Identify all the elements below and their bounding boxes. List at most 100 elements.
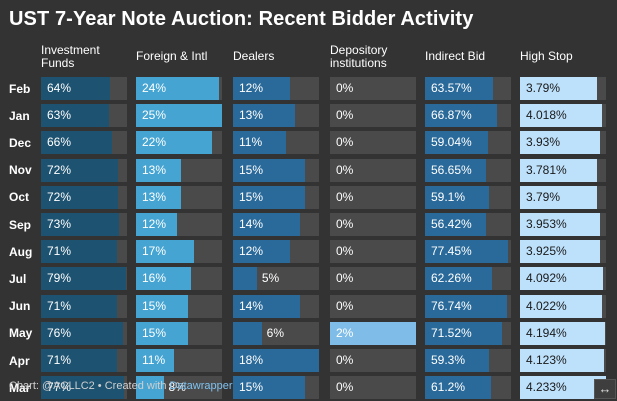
cell-foreign-nov: 13% xyxy=(136,158,222,182)
cell-dealers-mar: 15% xyxy=(233,376,319,400)
value-investment-feb: 64% xyxy=(47,81,72,95)
cell-dealers-jun: 14% xyxy=(233,294,319,318)
bar-indirect-may xyxy=(425,321,502,345)
bar-foreign-nov xyxy=(136,158,181,182)
value-dealers-jan: 13% xyxy=(239,108,264,123)
bar-foreign-aug xyxy=(136,240,195,264)
row-label-nov: Nov xyxy=(9,163,32,178)
bar-highstop-jul xyxy=(520,267,604,291)
cell-investment-mar: 77% xyxy=(41,376,127,400)
bar-dealers-oct xyxy=(233,185,305,209)
bar-investment-mar xyxy=(41,376,124,400)
value-investment-dec: 66% xyxy=(47,135,72,150)
value-foreign-apr: 11% xyxy=(142,353,166,367)
bar-indirect-nov xyxy=(425,158,486,182)
cell-foreign-feb: 24% xyxy=(136,77,222,100)
value-depository-oct: 0% xyxy=(336,189,354,204)
bar-indirect-jan xyxy=(425,104,497,128)
cell-highstop-dec: 3.93% xyxy=(520,131,606,155)
value-highstop-may: 4.194% xyxy=(526,325,567,340)
cell-foreign-dec: 22% xyxy=(136,131,222,155)
bar-foreign-jun xyxy=(136,294,188,318)
value-foreign-sep: 12% xyxy=(142,217,167,231)
cell-foreign-apr: 11% xyxy=(136,349,222,372)
cell-depository-apr: 0% xyxy=(330,349,416,372)
bar-indirect-feb xyxy=(425,77,494,100)
value-dealers-feb: 12% xyxy=(239,81,264,95)
bar-dealers-feb xyxy=(233,77,291,100)
cell-highstop-nov: 3.781% xyxy=(520,158,606,182)
value-foreign-oct: 13% xyxy=(142,189,167,204)
bar-indirect-sep xyxy=(425,213,486,236)
value-depository-jan: 0% xyxy=(336,108,354,123)
value-highstop-aug: 3.925% xyxy=(526,244,567,259)
value-indirect-dec: 59.04% xyxy=(431,135,472,150)
value-depository-jul: 0% xyxy=(336,271,354,286)
expand-icon[interactable]: ↔ xyxy=(594,379,616,399)
value-dealers-jul: 5% xyxy=(261,271,280,286)
value-dealers-oct: 15% xyxy=(239,189,264,204)
value-depository-sep: 0% xyxy=(336,217,354,231)
value-investment-jul: 79% xyxy=(47,271,72,286)
cell-highstop-may: 4.194% xyxy=(520,321,606,345)
bar-investment-sep xyxy=(41,213,120,236)
datawrapper-link[interactable]: Datawrapper xyxy=(169,380,233,392)
cell-highstop-jul: 4.092% xyxy=(520,267,606,291)
row-label-jan: Jan xyxy=(9,108,30,123)
row-label-mar: Mar xyxy=(9,380,31,395)
value-indirect-nov: 56.65% xyxy=(431,162,472,177)
row-label-jun: Jun xyxy=(9,299,31,314)
cell-highstop-apr: 4.123% xyxy=(520,349,606,372)
cell-foreign-jan: 25% xyxy=(136,104,222,128)
column-header-indirect: Indirect Bid xyxy=(425,49,486,63)
value-highstop-mar: 4.233% xyxy=(526,380,567,395)
bar-dealers-mar xyxy=(233,376,305,400)
cell-dealers-aug: 12% xyxy=(233,240,319,264)
cell-dealers-apr: 18% xyxy=(233,349,319,372)
row-label-feb: Feb xyxy=(9,81,31,96)
credit-text: Chart: @ACLLC2 • Created with xyxy=(9,380,167,392)
value-indirect-apr: 59.3% xyxy=(431,353,466,367)
cell-foreign-sep: 12% xyxy=(136,213,222,236)
column-header-dealers: Dealers xyxy=(233,49,275,63)
bar-foreign-may xyxy=(136,321,188,345)
row-label-oct: Oct xyxy=(9,190,30,205)
bar-dealers-sep xyxy=(233,213,300,236)
bar-dealers-dec xyxy=(233,131,286,155)
cell-highstop-sep: 3.953% xyxy=(520,213,606,236)
value-highstop-feb: 3.79% xyxy=(526,81,561,95)
bar-foreign-apr xyxy=(136,349,174,372)
cell-dealers-oct: 15% xyxy=(233,185,319,209)
bar-highstop-jun xyxy=(520,294,602,318)
bar-investment-oct xyxy=(41,185,119,209)
bar-foreign-feb xyxy=(136,77,219,100)
value-indirect-may: 71.52% xyxy=(431,325,472,340)
cell-dealers-sep: 14% xyxy=(233,213,319,236)
value-dealers-jun: 14% xyxy=(239,298,264,313)
cell-investment-oct: 72% xyxy=(41,185,127,209)
cell-depository-jun: 0% xyxy=(330,294,416,318)
value-dealers-mar: 15% xyxy=(239,380,264,395)
bar-highstop-sep xyxy=(520,213,601,236)
value-indirect-mar: 61.2% xyxy=(431,380,466,395)
value-investment-apr: 71% xyxy=(47,353,72,367)
value-foreign-jul: 16% xyxy=(142,271,167,286)
bar-investment-jan xyxy=(41,104,109,128)
bar-foreign-jan xyxy=(136,104,222,128)
bar-investment-apr xyxy=(41,349,118,372)
value-depository-mar: 0% xyxy=(336,380,354,395)
bar-highstop-mar xyxy=(520,376,606,400)
cell-highstop-oct: 3.79% xyxy=(520,185,606,209)
bar-indirect-apr xyxy=(425,349,489,372)
cell-dealers-nov: 15% xyxy=(233,158,319,182)
cell-indirect-jan: 66.87% xyxy=(425,104,511,128)
cell-foreign-aug: 17% xyxy=(136,240,222,264)
column-header-highstop: High Stop xyxy=(520,49,573,63)
cell-highstop-jun: 4.022% xyxy=(520,294,606,318)
value-highstop-sep: 3.953% xyxy=(526,217,567,231)
value-indirect-feb: 63.57% xyxy=(431,81,472,95)
bar-dealers-jan xyxy=(233,104,296,128)
bar-indirect-jul xyxy=(425,267,492,291)
value-dealers-nov: 15% xyxy=(239,162,264,177)
bar-foreign-oct xyxy=(136,185,181,209)
